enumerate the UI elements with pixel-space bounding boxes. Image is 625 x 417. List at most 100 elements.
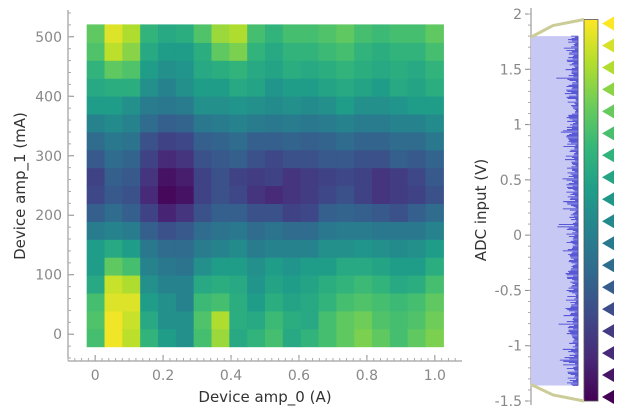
- gradient-stop-marker[interactable]: [602, 170, 614, 185]
- heatmap-cell: [86, 203, 106, 222]
- gradient-stop-marker[interactable]: [602, 302, 614, 317]
- heatmap-cell: [229, 185, 248, 204]
- heatmap-cell: [140, 257, 159, 276]
- heatmap-cell: [371, 328, 391, 348]
- heatmap-cell: [175, 78, 195, 97]
- heatmap-cell: [211, 149, 230, 169]
- heatmap-cell: [193, 149, 213, 169]
- heatmap-cell: [318, 257, 337, 276]
- heatmap-cell: [158, 113, 177, 133]
- heatmap-cell: [175, 131, 195, 151]
- heatmap-cell: [211, 310, 230, 330]
- gradient-stop-marker[interactable]: [602, 280, 614, 295]
- heatmap-cell: [193, 185, 213, 204]
- heatmap-cell: [140, 275, 159, 294]
- heatmap-cell: [229, 310, 248, 330]
- colorbar[interactable]: [583, 19, 599, 402]
- gradient-stop-marker[interactable]: [602, 346, 614, 361]
- heatmap-cell: [389, 42, 409, 61]
- heatmap-cell: [371, 78, 391, 97]
- colormap-gradient[interactable]: [530, 16, 614, 405]
- heatmap-cell: [282, 239, 302, 258]
- gradient-stop-marker[interactable]: [602, 38, 614, 53]
- heatmap-cell: [425, 310, 444, 330]
- gradient-stop-marker[interactable]: [602, 126, 614, 141]
- heatmap-cell: [122, 203, 141, 222]
- gradient-stop-marker[interactable]: [602, 82, 614, 97]
- heatmap-cell: [211, 60, 230, 79]
- heatmap-cell: [158, 185, 177, 204]
- heatmap-cell: [425, 113, 444, 133]
- heatmap-cell: [318, 96, 337, 115]
- adc-tick-label: 1.5: [500, 62, 522, 78]
- lower-level-handle[interactable]: [530, 383, 585, 403]
- histogram-plot[interactable]: [531, 35, 579, 386]
- gradient-stop-marker[interactable]: [602, 214, 614, 229]
- x-tick-label: 1.0: [424, 368, 446, 384]
- heatmap-cell: [425, 275, 444, 294]
- heatmap-plot[interactable]: [86, 24, 444, 348]
- gradient-stop-marker[interactable]: [602, 390, 614, 404]
- gradient-stop-marker[interactable]: [602, 192, 614, 207]
- heatmap-cell: [300, 275, 320, 294]
- heatmap-cell: [158, 310, 177, 330]
- heatmap-cell: [193, 221, 213, 240]
- heatmap-cell: [104, 185, 123, 204]
- heatmap-cell: [122, 167, 141, 187]
- heatmap-cell: [86, 24, 106, 43]
- heatmap-cell: [193, 328, 213, 348]
- heatmap-cell: [158, 149, 177, 169]
- adc-tick-label: -1: [508, 339, 522, 355]
- heatmap-cell: [354, 239, 373, 258]
- gradient-stop-marker[interactable]: [602, 236, 614, 251]
- heatmap-cell: [104, 96, 123, 115]
- heatmap-cell: [175, 310, 195, 330]
- gradient-stop-marker[interactable]: [602, 60, 614, 75]
- heatmap-cell: [193, 203, 213, 222]
- gradient-stop-marker[interactable]: [602, 148, 614, 163]
- heatmap-cell: [354, 96, 373, 115]
- y-axis-label: Device amp_1 (mA): [11, 112, 30, 260]
- heatmap-cell: [229, 60, 248, 79]
- heatmap-cell: [318, 310, 337, 330]
- heatmap-cell: [211, 221, 230, 240]
- heatmap-cell: [211, 42, 230, 61]
- heatmap-cell: [389, 24, 409, 43]
- heatmap-cell: [407, 292, 427, 312]
- x-tick-label: 0.4: [220, 368, 242, 384]
- heatmap-cell: [371, 275, 391, 294]
- heatmap-cell: [247, 78, 266, 97]
- heatmap-cell: [425, 221, 444, 240]
- heatmap-cell: [229, 257, 248, 276]
- heatmap-cell: [300, 131, 320, 151]
- heatmap-cell: [371, 203, 391, 222]
- heatmap-cell: [300, 24, 320, 43]
- heatmap-cell: [104, 113, 123, 133]
- heatmap-cell: [407, 113, 427, 133]
- y-tick-label: 100: [35, 268, 62, 284]
- gradient-stop-marker[interactable]: [602, 258, 614, 273]
- heatmap-cell: [140, 221, 159, 240]
- heatmap-cell: [371, 131, 391, 151]
- upper-level-handle[interactable]: [530, 18, 585, 39]
- heatmap-cell: [122, 24, 141, 43]
- heatmap-cell: [389, 78, 409, 97]
- heatmap-cell: [318, 131, 337, 151]
- gradient-stop-marker[interactable]: [602, 16, 614, 31]
- heatmap-cell: [193, 292, 213, 312]
- heatmap-cell: [407, 24, 427, 43]
- heatmap-cell: [282, 310, 302, 330]
- heatmap-cell: [86, 185, 106, 204]
- heatmap-cell: [229, 131, 248, 151]
- heatmap-cell: [193, 96, 213, 115]
- heatmap-cell: [104, 24, 123, 43]
- heatmap-cell: [193, 60, 213, 79]
- heatmap-cell: [229, 203, 248, 222]
- gradient-stop-marker[interactable]: [602, 104, 614, 119]
- heatmap-cell: [282, 185, 302, 204]
- heatmap-cell: [389, 239, 409, 258]
- gradient-stop-marker[interactable]: [602, 368, 614, 382]
- heatmap-cell: [282, 275, 302, 294]
- heatmap-cell: [122, 149, 141, 169]
- gradient-stop-marker[interactable]: [602, 324, 614, 339]
